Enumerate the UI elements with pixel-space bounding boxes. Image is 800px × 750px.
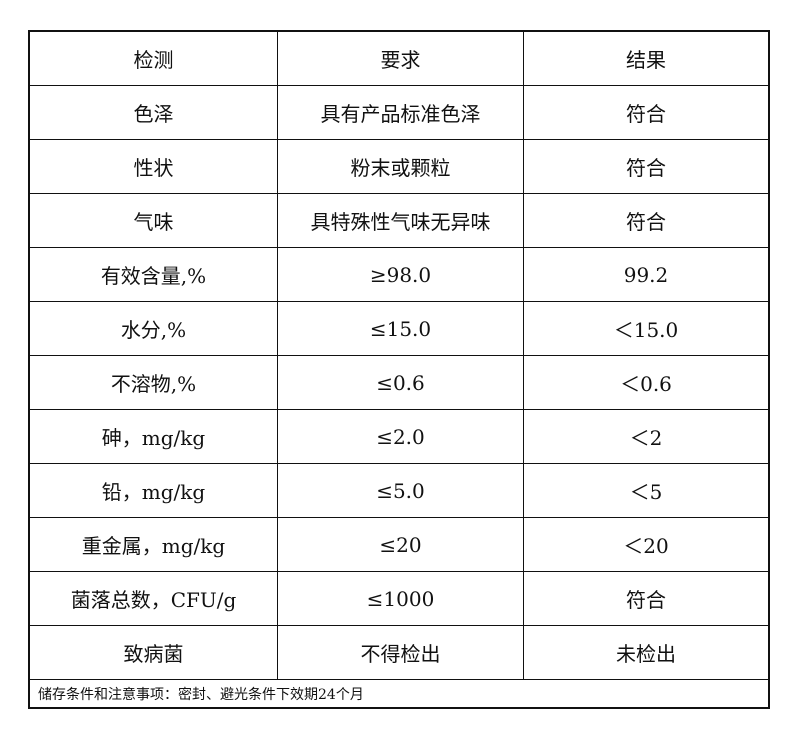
table-cell: 色泽 bbox=[28, 85, 278, 140]
table-row: 色泽 具有产品标准色泽 符合 bbox=[28, 85, 770, 140]
table-cell: ≤2.0 bbox=[277, 409, 524, 464]
table-cell: ＜5 bbox=[523, 463, 770, 518]
table-cell: 未检出 bbox=[523, 625, 770, 680]
storage-note: 储存条件和注意事项：密封、避光条件下效期24个月 bbox=[28, 679, 770, 709]
table-cell: ≤5.0 bbox=[277, 463, 524, 518]
table-row: 水分,% ≤15.0 ＜15.0 bbox=[28, 301, 770, 356]
table-cell: ≤20 bbox=[277, 517, 524, 572]
table-cell: 符合 bbox=[523, 571, 770, 626]
header-cell: 结果 bbox=[523, 30, 770, 86]
header-cell: 检测 bbox=[28, 30, 278, 86]
table-row: 重金属，mg/kg ≤20 ＜20 bbox=[28, 517, 770, 572]
table-cell: ≤15.0 bbox=[277, 301, 524, 356]
table-cell: 粉末或颗粒 bbox=[277, 139, 524, 194]
table-cell: 砷，mg/kg bbox=[28, 409, 278, 464]
table-cell: ＜2 bbox=[523, 409, 770, 464]
table-cell: 性状 bbox=[28, 139, 278, 194]
table-cell: 符合 bbox=[523, 139, 770, 194]
table-row: 气味 具特殊性气味无异味 符合 bbox=[28, 193, 770, 248]
table-cell: 不溶物,% bbox=[28, 355, 278, 410]
header-cell: 要求 bbox=[277, 30, 524, 86]
table-cell: 气味 bbox=[28, 193, 278, 248]
table-row: 砷，mg/kg ≤2.0 ＜2 bbox=[28, 409, 770, 464]
table-cell: 符合 bbox=[523, 193, 770, 248]
table-row: 有效含量,% ≥98.0 99.2 bbox=[28, 247, 770, 302]
spec-table: 检测 要求 结果 色泽 具有产品标准色泽 符合 性状 粉末或颗粒 符合 气味 具特殊性气味无异… bbox=[28, 30, 770, 709]
table-cell: ≤1000 bbox=[277, 571, 524, 626]
table-row: 致病菌 不得检出 未检出 bbox=[28, 625, 770, 680]
table-row: 性状 粉末或颗粒 符合 bbox=[28, 139, 770, 194]
table-row: 不溶物,% ≤0.6 ＜0.6 bbox=[28, 355, 770, 410]
table-cell: ≤0.6 bbox=[277, 355, 524, 410]
table-cell: 重金属，mg/kg bbox=[28, 517, 278, 572]
table-cell: ≥98.0 bbox=[277, 247, 524, 302]
table-cell: 99.2 bbox=[523, 247, 770, 302]
table-cell: ＜20 bbox=[523, 517, 770, 572]
table-cell: 水分,% bbox=[28, 301, 278, 356]
table-cell: ＜0.6 bbox=[523, 355, 770, 410]
table-cell: 有效含量,% bbox=[28, 247, 278, 302]
table-cell: 菌落总数，CFU/g bbox=[28, 571, 278, 626]
table-cell: 符合 bbox=[523, 85, 770, 140]
table-cell: 致病菌 bbox=[28, 625, 278, 680]
table-cell: 铅，mg/kg bbox=[28, 463, 278, 518]
table-row: 菌落总数，CFU/g ≤1000 符合 bbox=[28, 571, 770, 626]
table-cell: 不得检出 bbox=[277, 625, 524, 680]
table-header-row: 检测 要求 结果 bbox=[28, 30, 770, 86]
table-cell: 具特殊性气味无异味 bbox=[277, 193, 524, 248]
note-row: 储存条件和注意事项：密封、避光条件下效期24个月 bbox=[28, 679, 770, 709]
table-cell: 具有产品标准色泽 bbox=[277, 85, 524, 140]
table-cell: ＜15.0 bbox=[523, 301, 770, 356]
table-row: 铅，mg/kg ≤5.0 ＜5 bbox=[28, 463, 770, 518]
